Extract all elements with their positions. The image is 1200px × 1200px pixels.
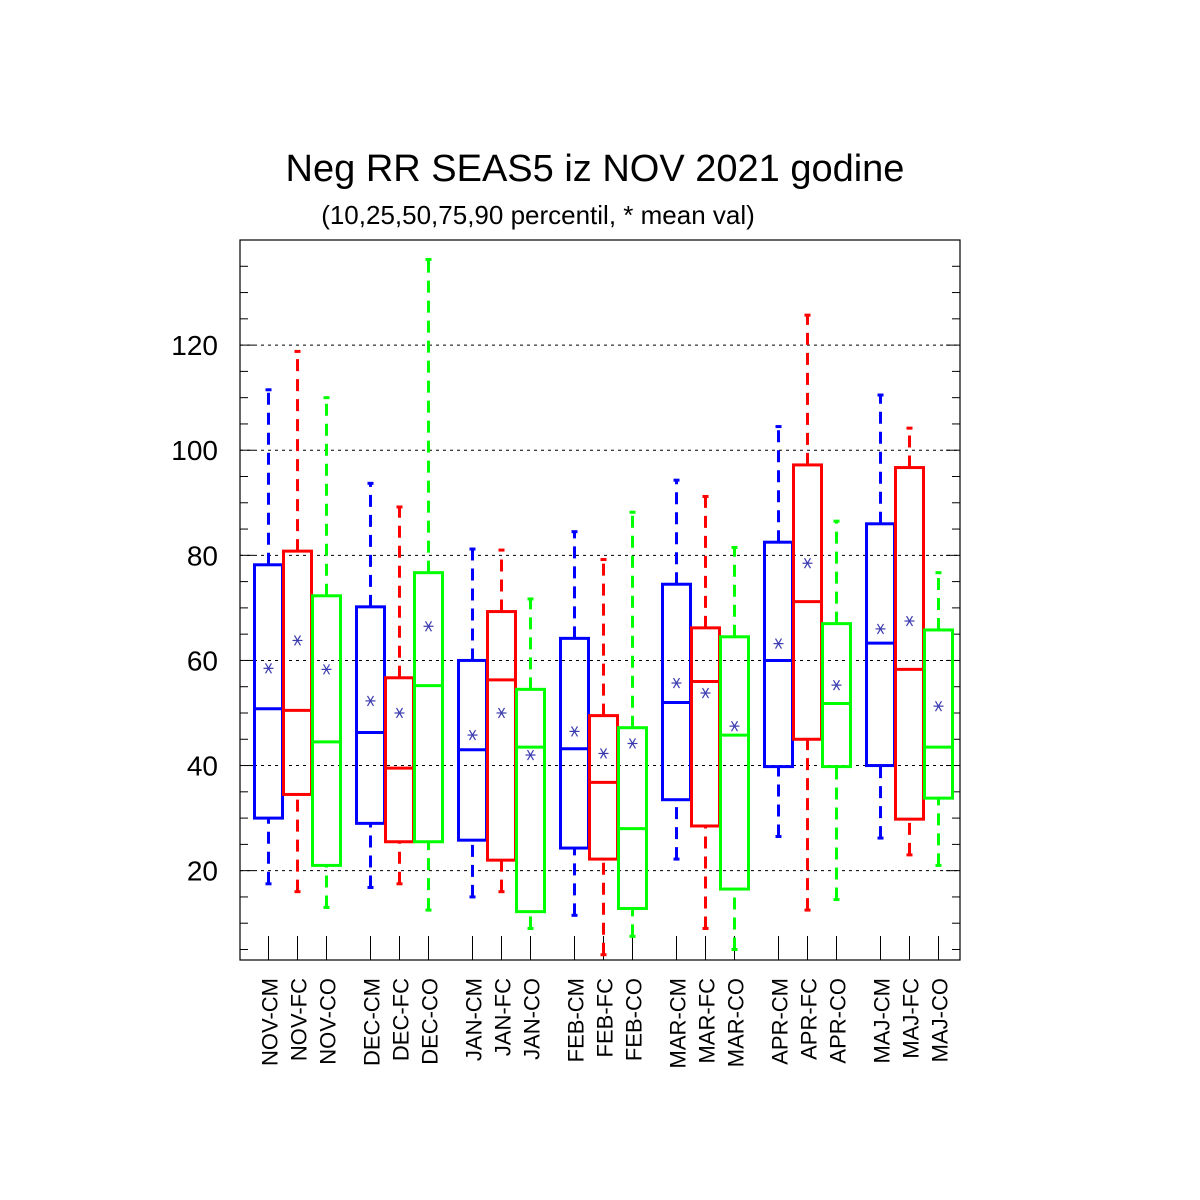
- box: [719, 635, 750, 891]
- x-tick-label: MAR-CO: [724, 978, 749, 1067]
- x-tick-label: NOV-CM: [258, 978, 283, 1066]
- mean-marker: [525, 749, 536, 761]
- mean-marker: [569, 726, 580, 737]
- x-tick-label: DEC-FC: [389, 978, 414, 1061]
- chart-subtitle: (10,25,50,75,90 percentil, * mean val): [321, 200, 755, 230]
- x-tick-label: FEB-FC: [593, 978, 618, 1058]
- box: [763, 540, 794, 769]
- y-tick-label: 80: [187, 540, 218, 571]
- box: [253, 563, 284, 820]
- box: [355, 605, 386, 825]
- mean-marker: [773, 638, 784, 649]
- box: [384, 676, 415, 844]
- mean-marker: [263, 663, 274, 674]
- x-tick-label: APR-CM: [768, 978, 793, 1065]
- mean-marker: [875, 623, 886, 635]
- chart-title: Neg RR SEAS5 iz NOV 2021 godine: [285, 148, 905, 190]
- x-tick-label: APR-CO: [826, 978, 851, 1064]
- x-tick-label: FEB-CM: [564, 978, 589, 1062]
- mean-marker: [423, 620, 434, 632]
- mean-marker: [292, 635, 303, 646]
- mean-marker: [598, 748, 609, 759]
- mean-marker: [496, 707, 507, 719]
- mean-marker: [700, 687, 711, 699]
- mean-marker: [933, 700, 944, 712]
- y-tick-label: 100: [171, 435, 218, 466]
- box: [515, 687, 546, 914]
- mean-marker: [365, 695, 376, 707]
- y-tick-label: 40: [187, 751, 218, 782]
- x-tick-label: FEB-CO: [622, 978, 647, 1061]
- mean-marker: [729, 720, 740, 732]
- box: [865, 522, 896, 768]
- box: [617, 726, 648, 910]
- plot-frame: [239, 239, 961, 961]
- box: [923, 628, 954, 800]
- mean-marker: [627, 738, 638, 749]
- y-tick-label: 60: [187, 645, 218, 676]
- mean-marker: [802, 557, 813, 569]
- box: [588, 714, 619, 861]
- box: [821, 622, 852, 769]
- box: [661, 582, 692, 802]
- x-tick-label: DEC-CM: [360, 978, 385, 1066]
- box: [486, 610, 517, 862]
- x-tick-label: NOV-CO: [316, 978, 341, 1065]
- box: [690, 626, 721, 828]
- x-tick-label: DEC-CO: [418, 978, 443, 1065]
- x-tick-label: MAR-FC: [695, 978, 720, 1064]
- y-tick-label: 20: [187, 856, 218, 887]
- x-tick-label: JAN-CM: [462, 978, 487, 1061]
- mean-marker: [467, 729, 478, 741]
- box: [282, 549, 313, 796]
- box: [894, 466, 925, 821]
- x-tick-label: NOV-FC: [287, 978, 312, 1061]
- x-tick-label: APR-FC: [797, 978, 822, 1060]
- mean-marker: [831, 679, 842, 691]
- x-tick-label: JAN-CO: [520, 978, 545, 1060]
- x-tick-label: JAN-FC: [491, 978, 516, 1056]
- mean-marker: [904, 615, 915, 627]
- x-tick-label: MAJ-CO: [928, 978, 953, 1062]
- y-tick-label: 120: [171, 330, 218, 361]
- x-tick-label: MAJ-CM: [870, 978, 895, 1064]
- x-tick-label: MAJ-FC: [899, 978, 924, 1059]
- x-tick-label: MAR-CM: [666, 978, 691, 1068]
- box: [559, 636, 590, 850]
- box: [311, 594, 342, 867]
- mean-marker: [671, 677, 682, 689]
- mean-marker: [394, 707, 405, 719]
- box: [413, 571, 444, 844]
- mean-marker: [321, 664, 332, 675]
